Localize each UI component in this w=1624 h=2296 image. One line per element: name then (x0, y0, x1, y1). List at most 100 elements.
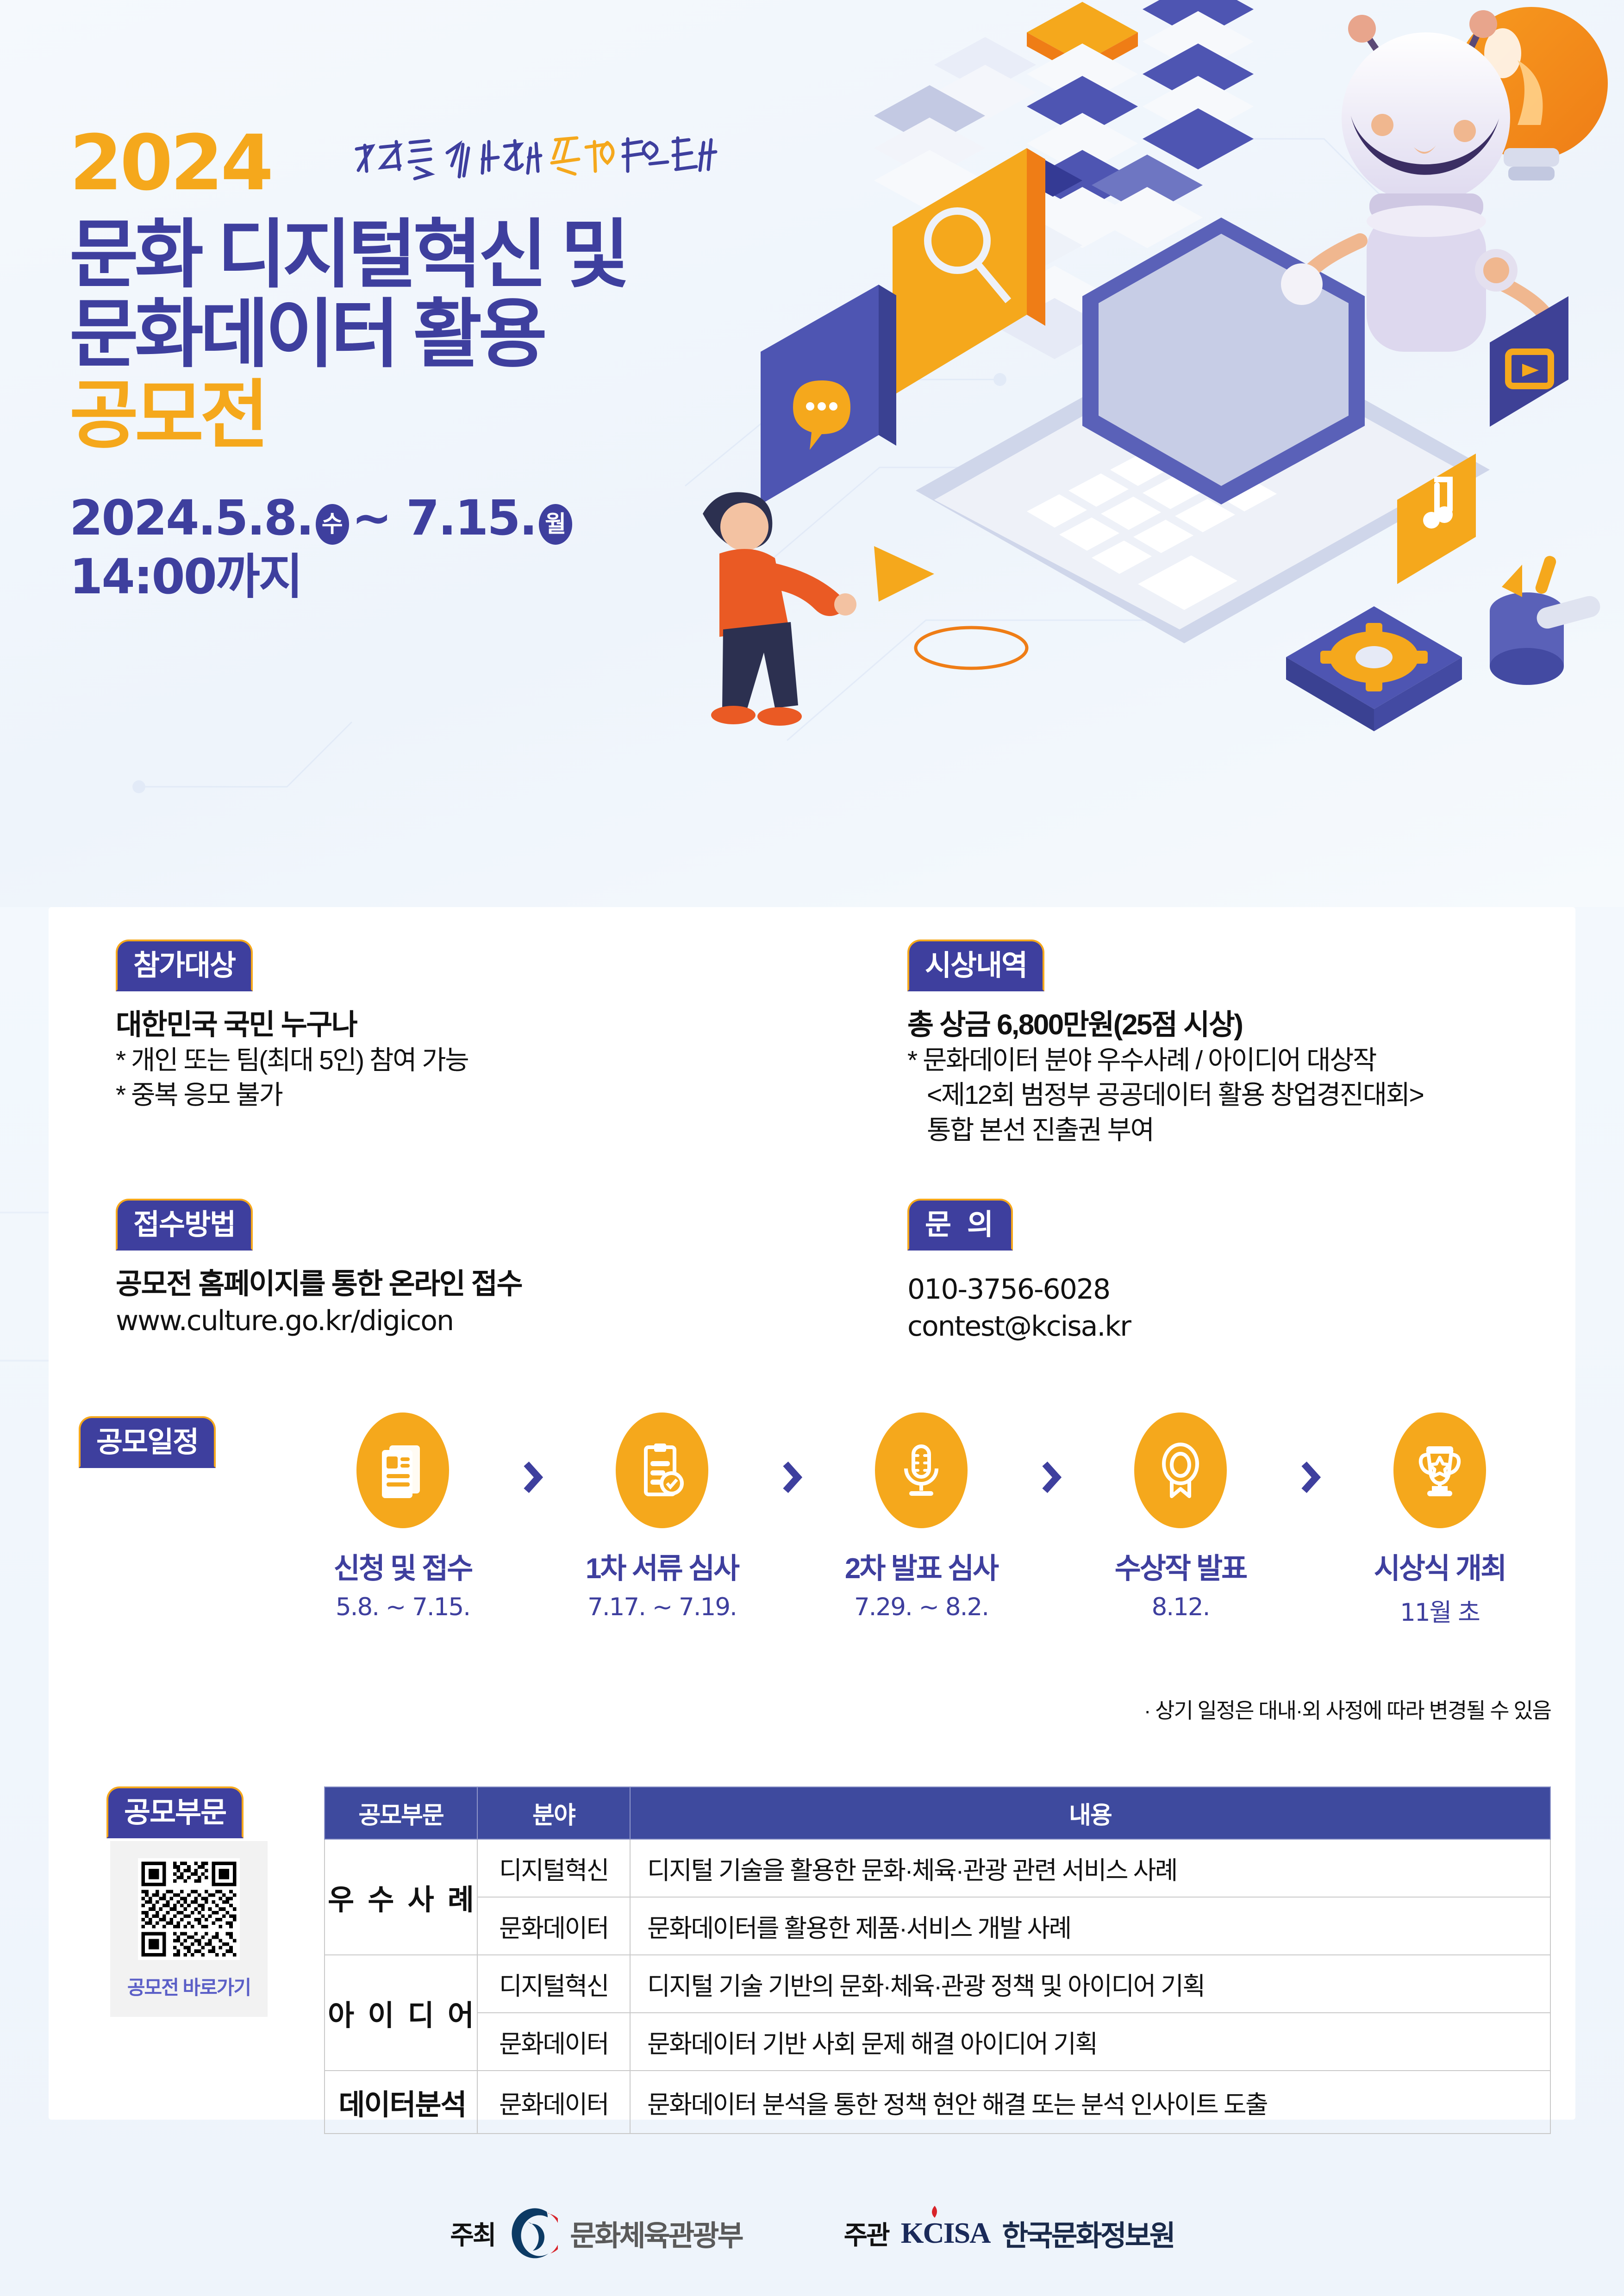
korea-government-logo-icon (512, 2208, 558, 2259)
gear-icon (1286, 606, 1462, 731)
schedule-badge: 공모일정 (79, 1416, 216, 1468)
poster-title-line-1: 문화 디지털혁신 및 (69, 213, 630, 297)
schedule-step[interactable]: 시상식 개최 11월 초 (1333, 1412, 1546, 1628)
kcisa-brand: KCISA (900, 2216, 991, 2249)
period-end-dayofweek: 월 (539, 504, 573, 545)
robot-icon (1281, 10, 1553, 352)
schedule-steps: 신청 및 접수 5.8. ~ 7.15. 1차 서류 심사 (296, 1412, 1546, 1628)
cell-desc: 디지털 기술 기반의 문화·체육·관광 정책 및 아이디어 기획 (630, 1954, 1551, 2013)
prizes-note-3: 통합 본선 진출권 부여 (927, 1115, 1155, 1145)
handwritten-tagline-icon: 디지털 세상에서 문화를 향유하다 (355, 136, 718, 180)
cell-desc: 문화데이터를 활용한 제품·서비스 개발 사례 (630, 1897, 1551, 1955)
schedule-step[interactable]: 신청 및 접수 5.8. ~ 7.15. (296, 1412, 509, 1621)
eligibility-badge: 참가대상 (116, 940, 253, 991)
prizes-lead: 총 상금 6,800만원(25점 시상) (907, 1009, 1243, 1041)
categories-badge: 공모부문 (106, 1786, 244, 1838)
schedule-step[interactable]: 2차 발표 심사 7.29. ~ 8.2. (815, 1412, 1028, 1621)
cell-desc: 문화데이터 기반 사회 문제 해결 아이디어 기획 (630, 2012, 1551, 2071)
host-role-label: 주최 (450, 2220, 496, 2250)
poster-title-line-2: 문화데이터 활용 (69, 292, 547, 376)
cell-desc: 디지털 기술을 활용한 문화·체육·관광 관련 서비스 사례 (630, 1839, 1551, 1898)
column-header-field: 분야 (477, 1786, 631, 1840)
schedule-step-date: 7.17. ~ 7.19. (587, 1593, 737, 1621)
table-row: 아 이 디 어 디지털혁신 디지털 기술 기반의 문화·체육·관광 정책 및 아… (324, 1954, 1551, 2071)
table-row: 데이터분석 문화데이터 문화데이터 분석을 통한 정책 현안 해결 또는 분석 … (324, 2070, 1551, 2134)
cell-field: 문화데이터 (477, 2012, 631, 2071)
qr-panel[interactable]: 공모전 바로가기 (110, 1841, 268, 2017)
search-card-icon (893, 148, 1045, 396)
host-organization: 주최 문화체육관광부 (450, 2205, 744, 2261)
cell-field: 문화데이터 (477, 2070, 631, 2134)
cell-field: 디지털혁신 (477, 1839, 631, 1898)
schedule-step-name: 2차 발표 심사 (844, 1553, 999, 1585)
section-inquiry: 문의 010-3756-6028 contest@kcisa.kr (907, 1199, 1131, 1345)
categories-table: 공모부문 분야 내용 우 수 사 례 디지털혁신 디지털 기술을 활용한 문화·… (324, 1786, 1551, 2134)
flame-accent-icon (931, 2206, 937, 2218)
chevron-right-icon (1301, 1461, 1321, 1493)
hero-illustration (675, 0, 1624, 879)
poster-headline: 2024 디지털 세상에서 문화를 향유하다 문화 디지털혁신 및 문화데이터 … (69, 125, 856, 606)
pill-deco-icon (1537, 596, 1600, 629)
cell-part: 아 이 디 어 (324, 1954, 478, 2071)
application-period: 2024.5.8. 수 ~ 7.15. 월 14:00까지 (69, 489, 856, 606)
prizes-note-2: <제12회 범정부 공공데이터 활용 창업경진대회> (927, 1080, 1424, 1110)
prizes-badge: 시상내역 (907, 940, 1045, 991)
document-icon (356, 1412, 449, 1528)
video-card-icon (1490, 296, 1568, 427)
period-separator: ~ (351, 490, 392, 547)
section-how-to-apply: 접수방법 공모전 홈페이지를 통한 온라인 접수 www.culture.go.… (116, 1199, 523, 1339)
cell-field: 디지털혁신 (477, 1954, 631, 2013)
schedule-step-name: 수상작 발표 (1114, 1553, 1248, 1585)
person-illustration (703, 492, 856, 726)
prizes-note-1: * 문화데이터 분야 우수사례 / 아이디어 대상작 (907, 1045, 1377, 1075)
inquiry-email[interactable]: contest@kcisa.kr (907, 1310, 1131, 1343)
period-end-date: 7.15. (406, 490, 537, 547)
schedule-step-name: 시상식 개최 (1374, 1553, 1507, 1585)
inquiry-phone[interactable]: 010-3756-6028 (907, 1273, 1111, 1306)
table-row: 문화데이터 문화데이터 기반 사회 문제 해결 아이디어 기획 (325, 2012, 1551, 2071)
schedule-step-name: 1차 서류 심사 (585, 1553, 740, 1585)
poster-title-line-3: 공모전 (69, 373, 269, 458)
cylinder-icon (1490, 556, 1564, 685)
cell-part: 데이터분석 (324, 2070, 478, 2134)
inquiry-badge: 문의 (907, 1199, 1013, 1251)
chevron-right-icon (783, 1461, 802, 1493)
schedule-step-date: 11월 초 (1400, 1599, 1480, 1627)
medal-icon (1134, 1412, 1227, 1528)
isometric-stack-icon (874, 0, 1254, 359)
chat-card-icon (761, 285, 896, 504)
poster-footer: 주최 문화체육관광부 주관 KCISA 한국문화정보원 (0, 2189, 1624, 2277)
host-name: 문화체육관광부 (570, 2220, 743, 2252)
schedule-step[interactable]: 1차 서류 심사 7.17. ~ 7.19. (556, 1412, 768, 1621)
chevron-right-icon (1042, 1461, 1062, 1493)
eligibility-lead: 대한민국 국민 누구나 (116, 1009, 358, 1041)
table-row: 문화데이터 문화데이터를 활용한 제품·서비스 개발 사례 (325, 1897, 1551, 1955)
year-label: 2024 (69, 118, 274, 207)
qr-code-icon (138, 1858, 240, 1960)
qr-caption: 공모전 바로가기 (127, 1976, 251, 1998)
schedule-step[interactable]: 수상작 발표 8.12. (1074, 1412, 1287, 1621)
apply-url-link[interactable]: www.culture.go.kr/digicon (116, 1304, 454, 1337)
period-start-date: 2024.5.8. (69, 490, 314, 547)
section-eligibility: 참가대상 대한민국 국민 누구나 * 개인 또는 팀(최대 5인) 참여 가능 … (116, 940, 469, 1113)
microphone-icon (875, 1412, 968, 1528)
how-to-apply-badge: 접수방법 (116, 1199, 253, 1251)
schedule-step-date: 8.12. (1151, 1593, 1211, 1621)
table-header-row: 공모부문 분야 내용 (324, 1786, 1551, 1840)
schedule-step-date: 5.8. ~ 7.15. (335, 1593, 471, 1621)
schedule-step-name: 신청 및 접수 (333, 1553, 474, 1585)
column-header-desc: 내용 (630, 1786, 1551, 1840)
cell-field: 문화데이터 (477, 1897, 631, 1955)
schedule-step-date: 7.29. ~ 8.2. (854, 1593, 989, 1621)
schedule-note: · 상기 일정은 대내·외 사정에 따라 변경될 수 있음 (1144, 1699, 1552, 1723)
chevron-right-icon (524, 1461, 543, 1493)
table-row: 우 수 사 례 디지털혁신 디지털 기술을 활용한 문화·체육·관광 관련 서비… (324, 1839, 1551, 1955)
section-prizes: 시상내역 총 상금 6,800만원(25점 시상) * 문화데이터 분야 우수사… (907, 940, 1424, 1148)
triangle-deco-icon (874, 546, 934, 602)
ellipse-deco-icon (914, 626, 1029, 670)
eligibility-note-1: * 개인 또는 팀(최대 5인) 참여 가능 (116, 1045, 469, 1075)
deadline-time: 14:00까지 (69, 548, 303, 605)
checklist-icon (616, 1412, 708, 1528)
organizer-role-label: 주관 (843, 2220, 890, 2250)
period-start-dayofweek: 수 (315, 504, 349, 545)
